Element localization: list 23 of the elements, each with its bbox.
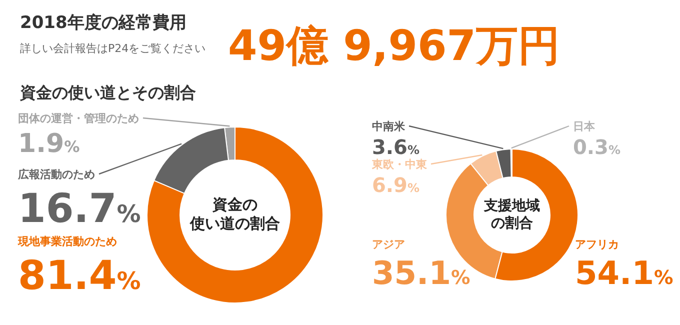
data-label: 35.1% — [372, 254, 470, 292]
data-label: 54.1% — [575, 254, 674, 292]
slice-label: 広報活動のため — [17, 168, 95, 181]
text: 詳しい会計報告はP24をご覧ください — [20, 42, 206, 55]
slice-label: アフリカ — [575, 238, 619, 251]
text: 支援地域の割合 — [483, 198, 540, 232]
data-label: 1.9% — [18, 129, 80, 159]
slice-label: 中南米 — [372, 120, 406, 133]
chart-title: 資金の使い道とその割合 — [19, 83, 196, 102]
data-label: 0.3% — [573, 135, 620, 159]
text: 49億 9,967万円 — [228, 21, 560, 70]
text: 資金の使い道の割合 — [189, 196, 280, 232]
donut-slice — [146, 126, 324, 304]
data-label: 81.4% — [18, 253, 141, 299]
text: 2018年度の経常費用 — [20, 13, 186, 33]
data-label: 6.9% — [372, 173, 420, 197]
slice-label: 現地事業活動のため — [17, 235, 117, 248]
data-label: 16.7% — [18, 186, 141, 232]
slice-label: アジア — [372, 238, 405, 251]
slice-label: 東欧・中東 — [371, 158, 428, 171]
slice-label: 団体の運営・管理のため — [18, 112, 139, 125]
slice-label: 日本 — [573, 120, 596, 133]
data-label: 3.6% — [372, 135, 420, 159]
